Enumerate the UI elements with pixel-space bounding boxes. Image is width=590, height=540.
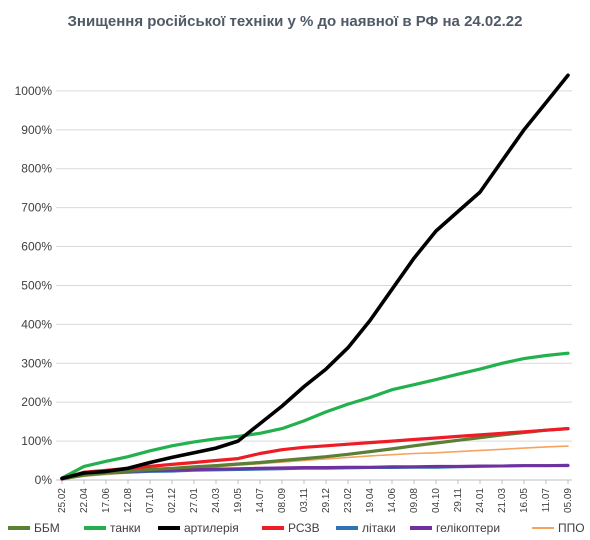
y-axis: 0% 100% 200% 300% 400% 500% 600% 700% 800% 900% 10… — [15, 84, 572, 487]
y-tick-label: 200% — [21, 395, 52, 409]
series-line — [60, 427, 570, 481]
y-tick-label: 300% — [21, 356, 52, 370]
x-tick-label: 02.12 — [167, 488, 178, 513]
x-tick-label: 07.10 — [145, 488, 156, 513]
x-tick-label: 14.06 — [387, 488, 398, 513]
y-tick-label: 0% — [35, 473, 53, 487]
y-tick-label: 700% — [21, 201, 52, 215]
y-tick-label: 600% — [21, 240, 52, 254]
legend-label: літаки — [362, 521, 396, 535]
legend-label: ББМ — [34, 521, 60, 535]
x-tick-label: 03.11 — [299, 488, 310, 513]
y-tick-label: 1000% — [15, 84, 53, 98]
gridlines — [56, 90, 572, 481]
x-tick-label: 12.08 — [123, 488, 134, 513]
x-tick-label: 19.04 — [365, 488, 376, 513]
y-tick-label: 900% — [21, 123, 52, 137]
x-axis: 25.02 22.04 17.06 12.08 07.10 02.12 27.01 24.03… — [57, 480, 574, 513]
x-tick-label: 29.11 — [453, 488, 464, 513]
x-tick-label: 11.07 — [541, 488, 552, 513]
x-tick-label: 04.10 — [431, 488, 442, 513]
x-tick-label: 25.02 — [57, 488, 68, 513]
x-tick-label: 08.09 — [277, 488, 288, 513]
y-tick-label: 100% — [21, 434, 52, 448]
legend-label: РСЗВ — [288, 521, 320, 535]
x-tick-label: 27.01 — [189, 488, 200, 513]
y-tick-label: 800% — [21, 162, 52, 176]
x-tick-label: 29.12 — [321, 488, 332, 513]
chart-title: Знищення російської техніки у % до наявн… — [68, 13, 523, 30]
x-tick-label: 17.06 — [101, 488, 112, 513]
legend-label: ППО — [558, 521, 585, 535]
y-tick-label: 500% — [21, 278, 52, 292]
x-tick-label: 09.08 — [409, 488, 420, 513]
series-lines — [60, 73, 570, 481]
series-line — [60, 427, 570, 481]
x-tick-label: 24.01 — [475, 488, 486, 513]
legend-label: артилерія — [184, 521, 239, 535]
legend: ББМ танки артилерія РСЗВ літаки гелікоптери ПП… — [8, 521, 585, 535]
x-tick-label: 14.07 — [255, 488, 266, 513]
x-tick-label: 22.04 — [79, 488, 90, 513]
x-tick-label: 19.05 — [233, 488, 244, 513]
x-tick-label: 21.03 — [497, 488, 508, 513]
x-tick-label: 16.05 — [519, 488, 530, 513]
x-tick-label: 24.03 — [211, 488, 222, 513]
series-line — [60, 73, 570, 481]
legend-label: танки — [110, 521, 141, 535]
x-tick-label: 23.02 — [343, 488, 354, 513]
x-tick-label: 05.09 — [563, 488, 574, 513]
series-line — [60, 351, 570, 480]
y-tick-label: 400% — [21, 317, 52, 331]
legend-label: гелікоптери — [436, 521, 500, 535]
